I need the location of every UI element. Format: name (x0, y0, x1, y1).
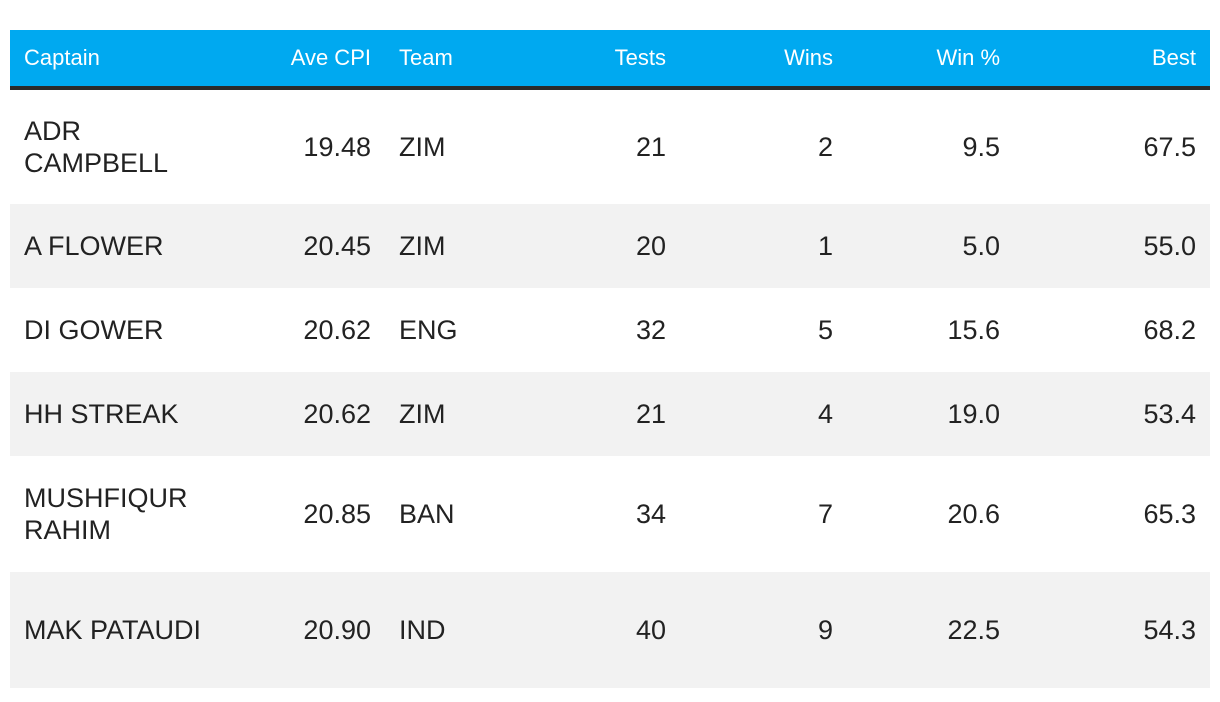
cell-ave-cpi: 20.45 (215, 204, 385, 288)
cell-team: BAN (385, 456, 510, 572)
cell-ave-cpi: 20.62 (215, 288, 385, 372)
cell-tests: 20 (510, 204, 680, 288)
column-header-captain: Captain (10, 30, 215, 90)
cell-wins: 4 (680, 372, 847, 456)
cell-captain: A FLOWER (10, 204, 215, 288)
cell-captain: DI GOWER (10, 288, 215, 372)
cell-tests: 34 (510, 456, 680, 572)
cell-best: 67.5 (1014, 88, 1210, 204)
cell-ave-cpi: 20.90 (215, 572, 385, 688)
table-row: MUSHFIQUR RAHIM 20.85 BAN 34 7 20.6 65.3 (10, 456, 1210, 572)
cell-win-pct: 22.5 (847, 572, 1014, 688)
column-header-best: Best (1014, 30, 1210, 90)
cell-wins: 9 (680, 572, 847, 688)
cell-win-pct: 19.0 (847, 372, 1014, 456)
captain-stats-table: Captain Ave CPI Team Tests Wins Win % Be… (10, 30, 1210, 688)
cell-captain: HH STREAK (10, 372, 215, 456)
cell-win-pct: 9.5 (847, 88, 1014, 204)
cell-tests: 21 (510, 372, 680, 456)
cell-team: IND (385, 572, 510, 688)
cell-ave-cpi: 19.48 (215, 88, 385, 204)
cell-best: 53.4 (1014, 372, 1210, 456)
cell-best: 65.3 (1014, 456, 1210, 572)
table-header-row: Captain Ave CPI Team Tests Wins Win % Be… (10, 30, 1210, 90)
cell-team: ENG (385, 288, 510, 372)
cell-team: ZIM (385, 204, 510, 288)
cell-tests: 32 (510, 288, 680, 372)
cell-captain: ADR CAMPBELL (10, 88, 215, 204)
table-row: A FLOWER 20.45 ZIM 20 1 5.0 55.0 (10, 204, 1210, 288)
cell-win-pct: 20.6 (847, 456, 1014, 572)
captain-stats-table-container: Captain Ave CPI Team Tests Wins Win % Be… (10, 30, 1210, 688)
table-row: HH STREAK 20.62 ZIM 21 4 19.0 53.4 (10, 372, 1210, 456)
column-header-win-pct: Win % (847, 30, 1014, 90)
column-header-wins: Wins (680, 30, 847, 90)
column-header-tests: Tests (510, 30, 680, 90)
cell-win-pct: 15.6 (847, 288, 1014, 372)
cell-wins: 1 (680, 204, 847, 288)
column-header-team: Team (385, 30, 510, 90)
cell-team: ZIM (385, 88, 510, 204)
cell-ave-cpi: 20.62 (215, 372, 385, 456)
cell-best: 54.3 (1014, 572, 1210, 688)
cell-best: 68.2 (1014, 288, 1210, 372)
cell-tests: 40 (510, 572, 680, 688)
cell-captain: MUSHFIQUR RAHIM (10, 456, 215, 572)
table-row: ADR CAMPBELL 19.48 ZIM 21 2 9.5 67.5 (10, 88, 1210, 204)
cell-captain: MAK PATAUDI (10, 572, 215, 688)
cell-win-pct: 5.0 (847, 204, 1014, 288)
column-header-ave-cpi: Ave CPI (215, 30, 385, 90)
cell-wins: 2 (680, 88, 847, 204)
cell-ave-cpi: 20.85 (215, 456, 385, 572)
table-row: DI GOWER 20.62 ENG 32 5 15.6 68.2 (10, 288, 1210, 372)
cell-team: ZIM (385, 372, 510, 456)
table-row: MAK PATAUDI 20.90 IND 40 9 22.5 54.3 (10, 572, 1210, 688)
cell-best: 55.0 (1014, 204, 1210, 288)
cell-wins: 5 (680, 288, 847, 372)
cell-tests: 21 (510, 88, 680, 204)
cell-wins: 7 (680, 456, 847, 572)
